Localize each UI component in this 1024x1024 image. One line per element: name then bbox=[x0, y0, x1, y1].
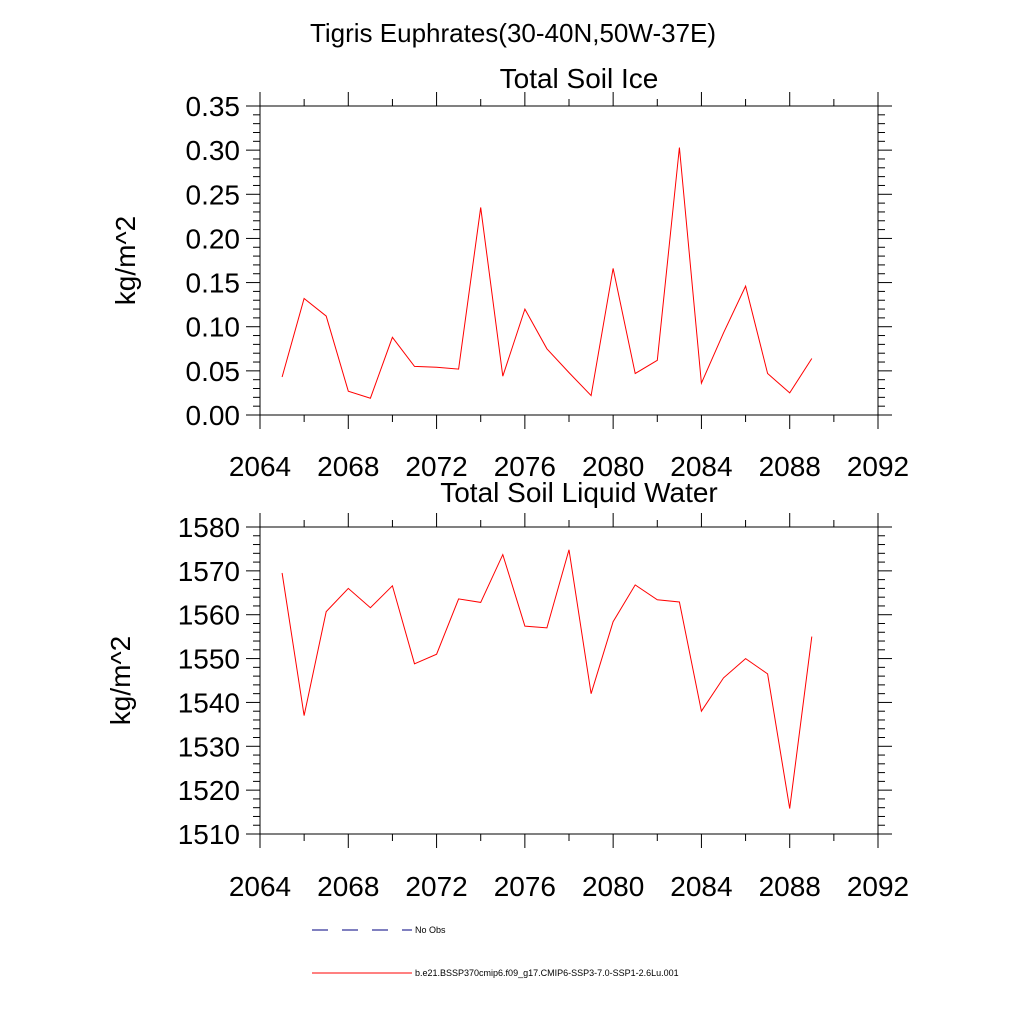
y-tick-label: 1530 bbox=[178, 731, 240, 762]
x-tick-label: 2080 bbox=[582, 451, 644, 482]
plot-frame bbox=[259, 526, 879, 835]
y-tick-label: 0.35 bbox=[186, 91, 241, 122]
chart-title: Total Soil Liquid Water bbox=[440, 477, 718, 508]
y-tick-label: 0.15 bbox=[186, 268, 241, 299]
legend: No Obs b.e21.BSSP370cmip6.f09_g17.CMIP6-… bbox=[312, 925, 679, 978]
y-axis-label: kg/m^2 bbox=[105, 636, 136, 725]
x-tick-label: 2072 bbox=[405, 451, 467, 482]
series-line bbox=[281, 549, 813, 809]
chart-title: Total Soil Ice bbox=[500, 63, 659, 94]
x-tick-label: 2064 bbox=[229, 871, 291, 902]
y-tick-label: 1560 bbox=[178, 600, 240, 631]
x-tick-label: 2072 bbox=[405, 871, 467, 902]
y-tick-label: 1520 bbox=[178, 775, 240, 806]
x-tick-label: 2092 bbox=[847, 871, 909, 902]
y-tick-label: 0.05 bbox=[186, 356, 241, 387]
x-tick-label: 2088 bbox=[759, 871, 821, 902]
y-tick-label: 1540 bbox=[178, 687, 240, 718]
y-tick-label: 0.25 bbox=[186, 179, 241, 210]
legend-model-label: b.e21.BSSP370cmip6.f09_g17.CMIP6-SSP3-7.… bbox=[415, 968, 679, 978]
x-tick-label: 2080 bbox=[582, 871, 644, 902]
y-tick-label: 0.10 bbox=[186, 312, 241, 343]
y-axis-label: kg/m^2 bbox=[110, 216, 141, 305]
x-tick-label: 2068 bbox=[317, 871, 379, 902]
x-tick-label: 2068 bbox=[317, 451, 379, 482]
x-tick-label: 2092 bbox=[847, 451, 909, 482]
y-tick-label: 1550 bbox=[178, 644, 240, 675]
y-tick-label: 0.30 bbox=[186, 135, 241, 166]
y-tick-label: 1570 bbox=[178, 556, 240, 587]
x-tick-label: 2084 bbox=[670, 451, 732, 482]
page-title: Tigris Euphrates(30-40N,50W-37E) bbox=[310, 18, 716, 48]
plot-frame bbox=[259, 105, 879, 416]
series-line bbox=[281, 147, 813, 399]
x-tick-label: 2084 bbox=[670, 871, 732, 902]
panel-total-soil-liquid-water: Total Soil Liquid Water 2064 2068 2072 2076 2… bbox=[105, 477, 909, 902]
x-tick-label: 2076 bbox=[494, 871, 556, 902]
legend-obs-label: No Obs bbox=[415, 925, 446, 935]
y-tick-label: 0.00 bbox=[186, 400, 241, 431]
panel-total-soil-ice: Total Soil Ice 2064 2068 2072 2076 2080 2084 20… bbox=[110, 63, 909, 482]
x-tick-label: 2076 bbox=[494, 451, 556, 482]
y-tick-label: 1580 bbox=[178, 512, 240, 543]
x-tick-label: 2064 bbox=[229, 451, 291, 482]
y-tick-label: 0.20 bbox=[186, 223, 241, 254]
y-tick-label: 1510 bbox=[178, 819, 240, 850]
x-tick-label: 2088 bbox=[759, 451, 821, 482]
